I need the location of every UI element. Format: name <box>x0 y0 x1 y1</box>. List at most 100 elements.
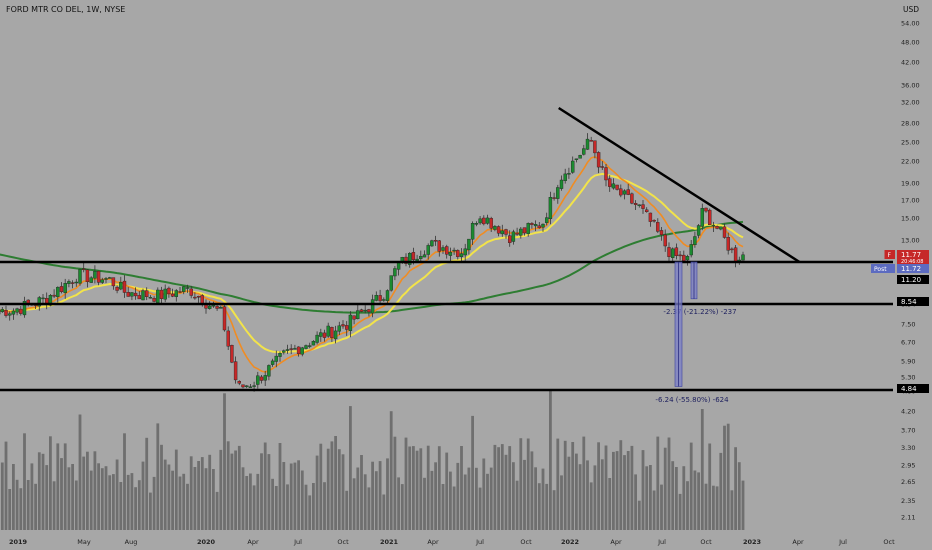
volume-bar <box>526 438 530 530</box>
volume-bar <box>549 390 552 530</box>
candle-body <box>382 299 386 301</box>
candle-body <box>689 244 693 256</box>
candle-body <box>170 293 175 297</box>
candle-body <box>356 310 360 320</box>
price-axis[interactable]: 2.112.352.652.953.303.704.204.805.305.90… <box>901 20 920 522</box>
candle-body <box>511 231 516 242</box>
candle-body <box>645 209 649 213</box>
candle-body <box>278 353 282 357</box>
candle-body <box>585 138 590 150</box>
candle-body <box>733 247 738 262</box>
candle-body <box>422 254 427 258</box>
volume-bar <box>723 425 726 530</box>
volume-bar <box>634 474 637 530</box>
candle-body <box>345 325 349 330</box>
x-tick-label: Jul <box>838 538 847 546</box>
volume-bar <box>41 453 45 530</box>
volume-bar <box>263 442 267 530</box>
volume-bar <box>167 464 171 530</box>
candle-body <box>419 256 423 259</box>
horizontal-levels[interactable] <box>0 260 893 392</box>
measurement-boxes[interactable]: -2.37 (-21.22%) -237 -6.24 (-55.80%) -624 <box>655 261 737 404</box>
volume-bar <box>726 423 730 530</box>
candle-body <box>359 309 364 312</box>
volume-bar <box>463 474 467 530</box>
candle-body <box>7 313 12 316</box>
y-tick-label: 25.00 <box>901 139 920 147</box>
candle-body <box>537 225 541 229</box>
volume-bar <box>597 442 600 530</box>
volume-bar <box>19 488 23 530</box>
candle-body <box>637 204 641 207</box>
candle-body <box>67 281 71 284</box>
volume-bar <box>612 451 615 530</box>
candle-body <box>144 290 149 298</box>
y-tick-label: 36.00 <box>901 82 920 90</box>
volume-bar <box>426 445 430 530</box>
x-tick-label: Oct <box>337 538 349 546</box>
volume-bar <box>156 423 160 530</box>
volume-bar <box>412 446 415 530</box>
volume-bar <box>241 467 245 530</box>
y-tick-label: 28.00 <box>901 120 920 128</box>
candle-body <box>448 251 453 256</box>
candle-body <box>600 166 604 168</box>
volume-bar <box>593 465 597 530</box>
volume-bar <box>300 470 304 530</box>
volume-bar <box>667 437 671 530</box>
volume-bar <box>493 444 497 530</box>
volume-bar <box>737 462 741 530</box>
candle-body <box>96 270 101 283</box>
volume-bar <box>360 455 363 530</box>
descending-trendline[interactable] <box>558 106 801 264</box>
candle-body <box>122 280 127 293</box>
time-axis[interactable]: 2019 May Aug 2020 Apr Jul Oct 2021 Apr Jul Oct 2022… <box>9 538 895 546</box>
volume-bar <box>267 454 271 530</box>
volume-bar <box>371 461 374 530</box>
volume-bar <box>134 487 137 530</box>
candle-body <box>545 217 549 223</box>
volume-bar <box>645 466 649 530</box>
candle-body <box>137 295 142 300</box>
candle-body <box>567 173 571 175</box>
candle-body <box>633 202 638 205</box>
candle-body <box>119 282 123 290</box>
volume-bar <box>619 440 623 530</box>
candle-body <box>81 268 86 270</box>
y-tick-label: 3.30 <box>901 444 915 452</box>
candle-body <box>130 292 134 297</box>
volume-bar <box>523 459 526 530</box>
candle-body <box>656 222 660 232</box>
volume-bar <box>441 484 445 530</box>
candle-body <box>107 277 112 279</box>
volume-bar <box>308 495 312 530</box>
volume-bar <box>208 454 212 530</box>
y-tick-label: 2.11 <box>901 514 915 522</box>
volume-bar <box>49 436 52 530</box>
volume-bar <box>345 490 349 530</box>
volume-bar <box>97 463 100 530</box>
candle-body <box>241 384 245 388</box>
y-tick-label: 15.00 <box>901 215 920 223</box>
candle-body <box>0 309 5 312</box>
x-tick-label: Apr <box>610 538 622 546</box>
volume-bar <box>197 461 200 530</box>
candle-body <box>348 314 353 332</box>
candle-body <box>430 240 434 247</box>
volume-bar <box>337 449 341 530</box>
candle-body <box>315 334 319 343</box>
volume-bar <box>130 473 134 530</box>
candle-body <box>374 295 378 301</box>
price-tag-symbol-text: F <box>888 252 892 259</box>
volume-bar <box>223 393 226 530</box>
candle-body <box>385 290 390 301</box>
price-tag-value: 11.72 <box>901 265 921 273</box>
candle-body <box>589 140 593 142</box>
volume-bar <box>400 484 404 530</box>
volume-bar <box>512 462 515 530</box>
candle-body <box>41 297 45 300</box>
candle-body <box>708 209 712 226</box>
volume-bar <box>304 484 308 530</box>
candle-body <box>74 281 79 284</box>
